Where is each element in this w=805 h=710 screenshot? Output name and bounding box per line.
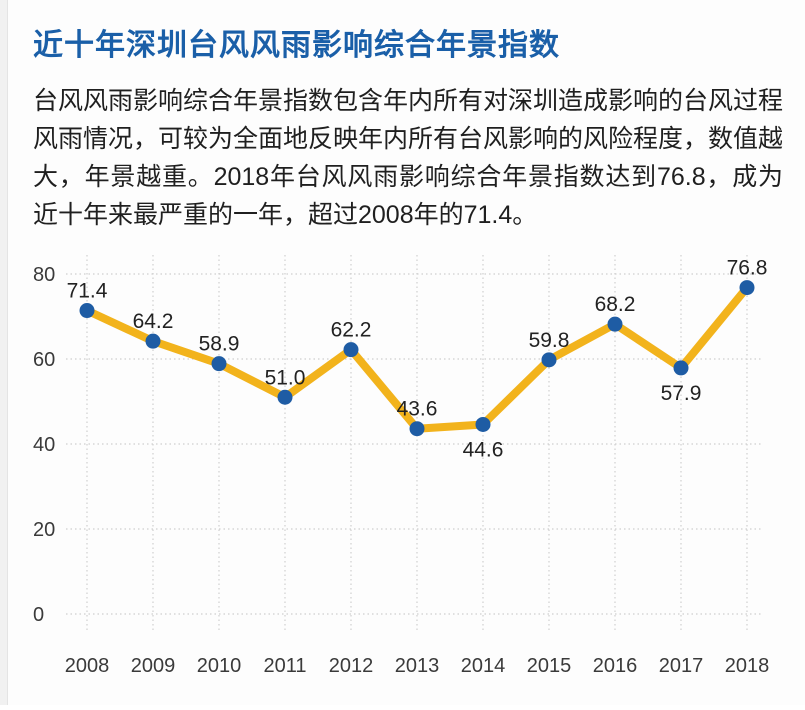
y-tick-label: 20 bbox=[33, 519, 55, 541]
data-label: 64.2 bbox=[133, 310, 174, 333]
data-label: 62.2 bbox=[331, 319, 372, 342]
x-tick-label: 2013 bbox=[395, 655, 440, 677]
data-label: 58.9 bbox=[199, 333, 240, 356]
y-tick-label: 40 bbox=[33, 434, 55, 456]
data-point bbox=[475, 416, 491, 432]
x-tick-label: 2012 bbox=[329, 655, 374, 677]
data-point bbox=[409, 421, 425, 437]
data-label: 44.6 bbox=[463, 438, 504, 461]
page-title: 近十年深圳台风风雨影响综合年景指数 bbox=[33, 29, 560, 62]
data-label: 51.0 bbox=[265, 366, 306, 389]
data-point bbox=[673, 360, 689, 376]
x-tick-label: 2011 bbox=[263, 655, 306, 677]
data-point bbox=[739, 280, 755, 296]
y-tick-label: 80 bbox=[33, 264, 55, 286]
data-label: 57.9 bbox=[661, 382, 702, 405]
x-tick-label: 2014 bbox=[461, 655, 506, 677]
x-tick-label: 2010 bbox=[197, 655, 242, 677]
y-tick-label: 0 bbox=[33, 604, 44, 626]
data-point bbox=[343, 342, 359, 358]
x-tick-label: 2009 bbox=[131, 655, 176, 677]
x-tick-label: 2018 bbox=[725, 655, 770, 677]
x-tick-label: 2015 bbox=[527, 655, 572, 677]
y-tick-label: 60 bbox=[33, 349, 55, 371]
data-point bbox=[211, 356, 227, 372]
data-label: 68.2 bbox=[595, 293, 636, 316]
data-point bbox=[607, 316, 623, 332]
x-tick-label: 2008 bbox=[65, 655, 110, 677]
page-left-edge bbox=[0, 0, 8, 705]
data-label: 59.8 bbox=[529, 329, 570, 352]
data-point bbox=[277, 389, 293, 405]
chart-description: 台风风雨影响综合年景指数包含年内所有对深圳造成影响的台风过程风雨情况，可较为全面… bbox=[33, 87, 784, 229]
data-label: 76.8 bbox=[727, 257, 768, 280]
x-tick-label: 2016 bbox=[593, 655, 638, 677]
data-point bbox=[541, 352, 557, 368]
data-point bbox=[145, 333, 161, 349]
data-label: 43.6 bbox=[397, 398, 438, 421]
x-tick-label: 2017 bbox=[659, 655, 704, 677]
data-point bbox=[79, 303, 95, 319]
data-label: 71.4 bbox=[67, 280, 108, 303]
